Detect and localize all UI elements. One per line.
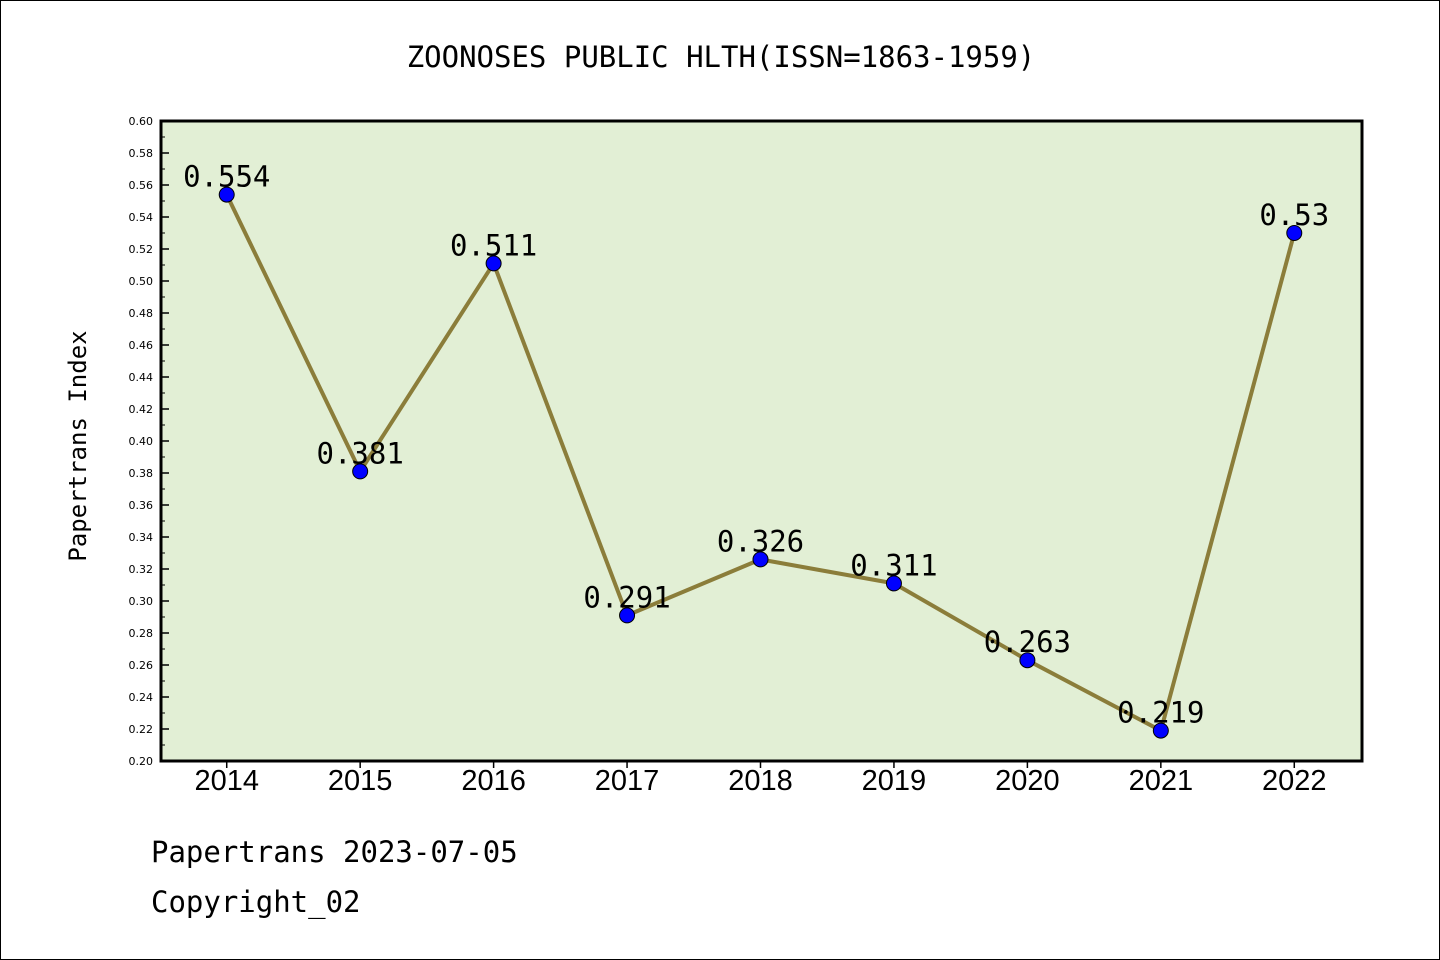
y-axis: 0.20 0.22 0.24 0.26 0.28 0.30 0.32 0.34 0.36 0.38…: [129, 115, 169, 768]
y-tick-label: 0.20: [129, 755, 154, 768]
y-tick-label: 0.58: [129, 147, 154, 160]
data-label: 0.219: [1117, 696, 1204, 730]
series-index: 0.554 0.381 0.511 0.291 0.326 0.311 0.263 0.219…: [183, 160, 1329, 739]
chart-title: ZOONOSES PUBLIC HLTH(ISSN=1863-1959): [407, 40, 1036, 74]
y-tick-label: 0.36: [129, 499, 154, 512]
y-tick-label: 0.60: [129, 115, 154, 128]
y-axis-label: Papertrans Index: [64, 330, 92, 561]
y-tick-label: 0.56: [129, 179, 154, 192]
data-label: 0.291: [583, 580, 670, 614]
data-point: [352, 463, 369, 480]
data-label: 0.511: [450, 228, 537, 262]
y-tick-label: 0.44: [129, 371, 154, 384]
y-tick-label: 0.38: [129, 467, 154, 480]
y-tick-label: 0.50: [129, 275, 154, 288]
y-tick-label: 0.26: [129, 659, 154, 672]
x-tick-label: 2019: [862, 765, 927, 797]
data-point: [885, 575, 902, 592]
y-tick-label: 0.30: [129, 595, 154, 608]
footer-copyright-line: Copyright_02: [151, 885, 361, 919]
data-label: 0.263: [984, 625, 1071, 659]
plot-area: [159, 119, 1364, 763]
x-axis: 2014 2015 2016 2017 2018 2019 2020 2021 2022: [194, 761, 1327, 797]
y-tick-label: 0.24: [129, 691, 154, 704]
y-tick-label: 0.40: [129, 435, 154, 448]
x-tick-label: 2022: [1262, 765, 1327, 797]
x-tick-label: 2018: [728, 765, 793, 797]
data-point: [1286, 225, 1303, 241]
data-point: [752, 551, 769, 568]
y-tick-label: 0.28: [129, 627, 154, 640]
data-point: [1152, 722, 1169, 739]
y-tick-label: 0.48: [129, 307, 154, 320]
y-tick-label: 0.52: [129, 243, 154, 256]
y-tick-label: 0.34: [129, 531, 154, 544]
data-point: [619, 607, 636, 624]
data-point: [1019, 652, 1036, 669]
y-tick-label: 0.32: [129, 563, 154, 576]
footer-date-line: Papertrans 2023-07-05: [151, 835, 518, 869]
data-label: 0.554: [183, 160, 270, 194]
x-tick-label: 2017: [595, 765, 660, 797]
x-tick-label: 2020: [995, 765, 1060, 797]
x-tick-label: 2014: [194, 765, 259, 797]
data-label: 0.381: [317, 436, 404, 470]
y-tick-label: 0.22: [129, 723, 154, 736]
y-tick-label: 0.46: [129, 339, 154, 352]
data-point: [485, 255, 502, 272]
data-point: [218, 186, 235, 203]
y-tick-label: 0.54: [129, 211, 154, 224]
x-tick-label: 2015: [328, 765, 393, 797]
data-label: 0.311: [850, 548, 937, 582]
data-label: 0.53: [1259, 198, 1329, 232]
data-label: 0.326: [717, 524, 804, 558]
x-tick-label: 2021: [1129, 765, 1194, 797]
y-tick-label: 0.42: [129, 403, 154, 416]
x-tick-label: 2016: [461, 765, 526, 797]
